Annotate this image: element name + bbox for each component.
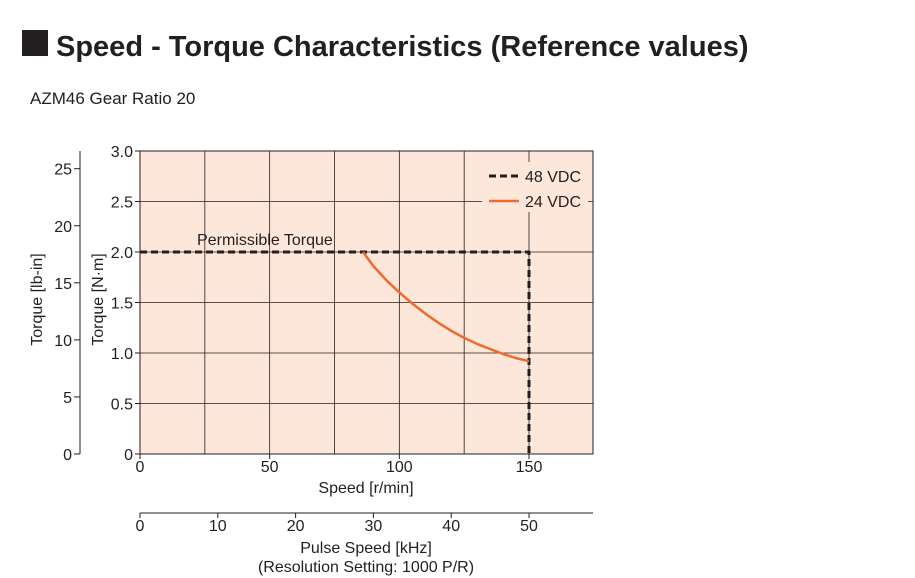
y-tick-label: 0.5 [111,397,133,414]
x-tick-label: 50 [261,459,279,476]
y-axis-nm: 0 0.5 1.0 1.5 2.0 2.5 3.0 [111,144,140,464]
y-tick-label: 2.0 [111,245,133,262]
y-tick-label: 2.5 [111,195,133,212]
x-axis-pulse-speed: 0 10 20 30 40 50 [136,512,593,535]
x2-tick-label: 10 [209,518,227,535]
page-subtitle: AZM46 Gear Ratio 20 [30,89,195,108]
legend-box [482,162,588,212]
y-tick-label: 0 [124,447,133,464]
x-axis-speed: 0 50 100 150 [136,454,543,476]
title-square-icon [22,30,48,56]
permissible-torque-annotation: Permissible Torque [197,232,333,249]
x-axis-label: Speed [r/min] [318,480,413,497]
y-tick-label: 1.5 [111,296,133,313]
x-tick-label: 100 [386,459,413,476]
legend-entry: 24 VDC [525,194,581,211]
x2-tick-label: 30 [365,518,383,535]
x2-tick-label: 0 [136,518,145,535]
y-tick-label: 1.0 [111,346,133,363]
y-tick-label: 3.0 [111,144,133,161]
y2-tick-label: 15 [54,276,72,293]
x2-tick-label: 20 [287,518,305,535]
series-layer [140,250,531,454]
legend-entry: 48 VDC [525,169,581,186]
x-tick-label: 150 [516,459,543,476]
y-axis-label: Torque [N·m] [90,253,107,345]
x-tick-label: 0 [136,459,145,476]
y2-tick-label: 5 [63,390,72,407]
series-line-48-vdc [140,250,531,454]
x2-axis-label: Pulse Speed [kHz] [300,540,432,557]
y2-tick-label: 20 [54,219,72,236]
y2-axis-label: Torque [lb-in] [29,253,46,346]
x2-axis-note: (Resolution Setting: 1000 P/R) [258,559,474,576]
y2-tick-label: 0 [63,447,72,464]
y2-tick-label: 10 [54,333,72,350]
x2-tick-label: 40 [442,518,460,535]
legend: 48 VDC 24 VDC [482,162,588,212]
series-line-24-vdc [361,251,530,363]
x2-tick-label: 50 [520,518,538,535]
y-axis-lbin: 0 5 10 15 20 25 [54,151,81,464]
y2-tick-label: 25 [54,162,72,179]
page-title: Speed - Torque Characteristics (Referenc… [56,31,749,63]
